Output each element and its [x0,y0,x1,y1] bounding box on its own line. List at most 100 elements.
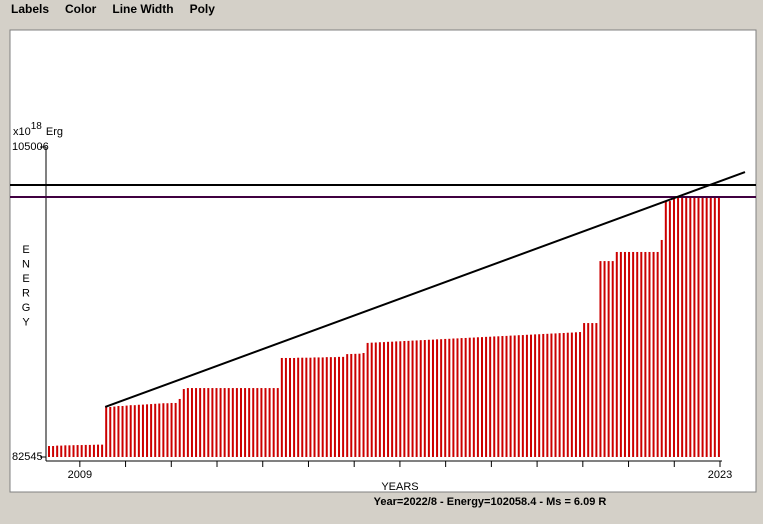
bar [370,342,373,457]
bar [636,251,639,457]
bar [178,398,181,457]
bar [88,444,91,457]
bar [464,337,467,457]
bar [174,402,177,457]
bar [190,388,193,457]
bar [284,357,287,457]
bar [509,335,512,457]
bar [133,405,136,457]
menu-item[interactable]: Poly [189,2,215,16]
bar [182,389,185,457]
bar [268,388,271,457]
bar [317,357,320,457]
bar [125,405,128,457]
x-tick-label: 2009 [68,469,92,481]
bar [391,341,394,457]
bar [558,333,561,457]
bar [448,338,451,457]
bar [546,333,549,457]
bar [681,197,684,457]
bar [199,388,202,457]
bar [570,332,573,457]
bar [660,239,663,457]
bar [476,337,479,457]
bar [693,197,696,457]
bar [497,336,500,457]
bar [480,337,483,457]
bar [297,357,300,457]
bar [84,444,87,457]
menu-item[interactable]: Color [65,2,97,16]
bar [493,336,496,457]
bar [382,342,385,457]
bar [195,388,198,457]
bar [158,403,161,457]
bar [701,197,704,457]
bar [550,333,553,457]
bar [121,406,124,457]
bar [117,406,120,457]
bar [154,403,157,457]
bar [566,332,569,457]
bar [166,403,169,457]
bar [231,388,234,457]
bar [113,406,116,457]
bar [677,197,680,457]
y-unit: x1018 Erg [13,121,63,138]
bar [489,336,492,457]
bar [56,445,59,457]
bar [329,357,332,457]
bar [203,388,206,457]
bar [129,405,132,457]
bar [640,251,643,457]
bar [697,197,700,457]
bar [301,357,304,457]
bar [713,197,716,457]
bar [109,406,112,457]
bar [623,251,626,457]
bar [456,338,459,457]
menu-item[interactable]: Line Width [112,2,174,16]
bar [595,323,598,457]
bar [534,334,537,457]
x-tick-label: 2023 [708,469,732,481]
status-text: Year=2022/8 - Energy=102058.4 - Ms = 6.0… [374,496,607,508]
bar [76,445,79,457]
bar [289,357,292,457]
bar [342,356,345,457]
bar [554,333,557,457]
bar [607,261,610,457]
bar [235,388,238,457]
bar [632,251,635,457]
bar [615,251,618,457]
bar [648,251,651,457]
bar [305,357,308,457]
button-strip [0,514,763,524]
bar [227,388,230,457]
bar [415,340,418,457]
bar [460,338,463,457]
bar [611,261,614,457]
bar [338,356,341,457]
bar [709,197,712,457]
bar [387,341,390,457]
trend-line [104,171,746,408]
bar [419,340,422,457]
bar [350,353,353,457]
bar [440,339,443,457]
bar [162,403,165,457]
bar [219,388,222,457]
bar [80,445,83,457]
bar [505,335,508,457]
bar [244,388,247,457]
bar [525,334,528,457]
bar [60,445,63,457]
bar [444,338,447,457]
bar [521,335,524,457]
bar [562,332,565,457]
bar [652,251,655,457]
menu-item[interactable]: Labels [11,2,50,16]
bar [313,357,316,457]
